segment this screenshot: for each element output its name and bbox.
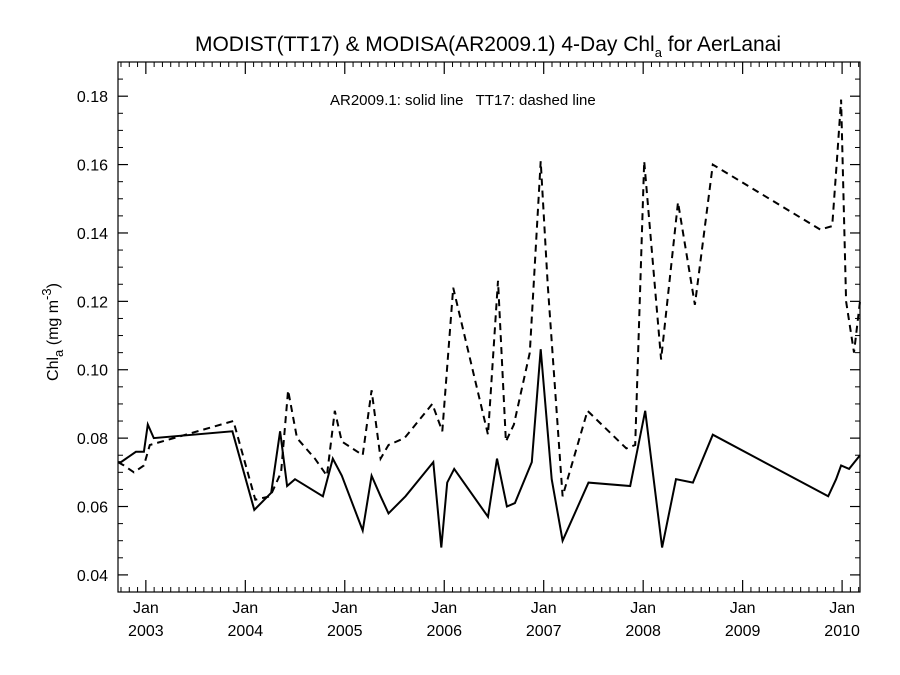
x-tick-month-label: Jan bbox=[531, 600, 557, 617]
x-tick-year-label: 2009 bbox=[725, 623, 761, 640]
chart-title: MODIST(TT17) & MODISA(AR2009.1) 4-Day Ch… bbox=[195, 33, 781, 60]
x-tick-year-label: 2007 bbox=[526, 623, 562, 640]
y-axis-label-subscript: a bbox=[51, 349, 66, 357]
chart-title-subscript: a bbox=[655, 45, 663, 60]
x-tick-year-label: 2006 bbox=[426, 623, 462, 640]
x-tick-year-label: 2008 bbox=[625, 623, 661, 640]
y-tick-label: 0.12 bbox=[77, 294, 108, 311]
y-axis-ticks: 0.04 0.06 0.08 0.10 0.12 0.14 0.16 0.18 bbox=[77, 61, 860, 593]
series-line-solid bbox=[118, 349, 861, 548]
y-tick-label: 0.06 bbox=[77, 500, 108, 517]
y-tick-label: 0.18 bbox=[77, 89, 108, 106]
x-tick-month-label: Jan bbox=[730, 600, 756, 617]
y-axis-label-close: ) bbox=[45, 283, 62, 288]
y-axis-label-main: Chl bbox=[45, 357, 62, 381]
x-tick-month-label: Jan bbox=[133, 600, 159, 617]
x-tick-month-label: Jan bbox=[630, 600, 656, 617]
x-tick-month-label: Jan bbox=[431, 600, 457, 617]
y-tick-label: 0.04 bbox=[77, 568, 108, 585]
chart-title-suffix: for AerLanai bbox=[662, 33, 781, 56]
x-tick-month-label: Jan bbox=[829, 600, 855, 617]
y-tick-label: 0.08 bbox=[77, 431, 108, 448]
x-tick-year-label: 2010 bbox=[824, 623, 860, 640]
series-layer bbox=[117, 99, 861, 548]
x-tick-month-label: Jan bbox=[232, 600, 258, 617]
chart-title-main: MODIST(TT17) & MODISA(AR2009.1) 4-Day Ch… bbox=[195, 33, 655, 56]
y-tick-label: 0.16 bbox=[77, 158, 108, 175]
y-axis-label-units: (mg m bbox=[45, 300, 62, 350]
plot-frame bbox=[117, 61, 861, 593]
x-tick-month-label: Jan bbox=[332, 600, 358, 617]
x-axis-ticks: Jan 2003 Jan 2004 Jan 2005 Jan 2006 Jan 2007 Jan 20… bbox=[120, 62, 860, 640]
x-tick-year-label: 2003 bbox=[128, 623, 164, 640]
y-axis-label-superscript: -3 bbox=[39, 288, 54, 300]
series-line-dashed bbox=[117, 99, 861, 501]
x-tick-year-label: 2005 bbox=[327, 623, 363, 640]
y-axis-label: Chla (mg m-3) bbox=[39, 283, 66, 381]
y-tick-label: 0.14 bbox=[77, 226, 108, 243]
x-tick-year-label: 2004 bbox=[228, 623, 264, 640]
y-tick-label: 0.10 bbox=[77, 363, 108, 380]
line-style-annotation: AR2009.1: solid line TT17: dashed line bbox=[330, 92, 596, 109]
